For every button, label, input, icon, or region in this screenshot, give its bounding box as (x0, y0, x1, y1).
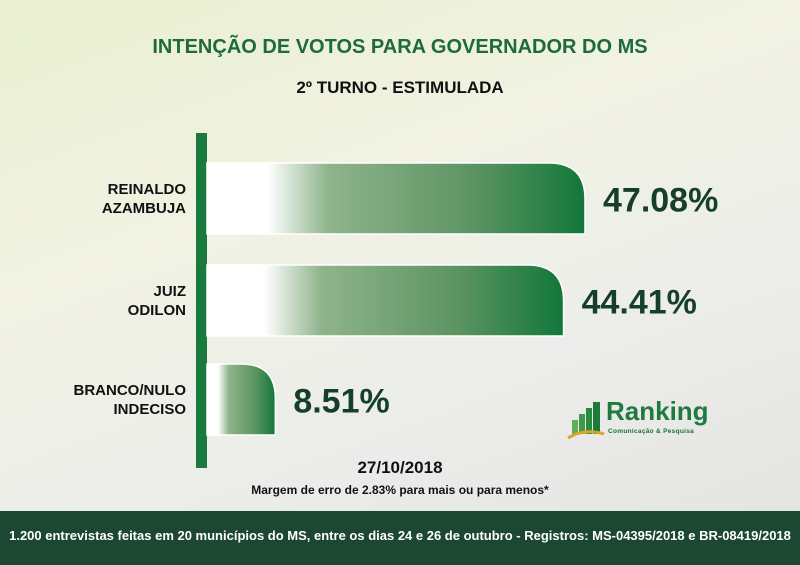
chart-subtitle: 2º TURNO - ESTIMULADA (296, 78, 504, 97)
footer-info: 1.200 entrevistas feitas em 20 município… (0, 511, 800, 565)
margin-of-error: Margem de erro de 2.83% para mais ou par… (251, 483, 549, 497)
bar (206, 363, 277, 436)
value-label: 47.08% (603, 182, 718, 220)
category-label: JUIZ (153, 283, 186, 300)
category-label: BRANCO/NULO (74, 382, 187, 399)
category-label: REINALDO (108, 181, 187, 198)
poll-date: 27/10/2018 (357, 458, 443, 477)
axis-bar (196, 133, 207, 468)
category-label: AZAMBUJA (102, 200, 186, 217)
value-label: 44.41% (582, 284, 697, 322)
category-label: INDECISO (113, 401, 186, 418)
category-label: ODILON (128, 302, 186, 319)
bar (206, 162, 586, 235)
logo-name: Ranking (606, 396, 709, 426)
value-label: 8.51% (293, 383, 389, 421)
chart-title: INTENÇÃO DE VOTOS PARA GOVERNADOR DO MS (152, 36, 648, 58)
ranking-logo: Ranking Comunicação & Pesquisa (566, 396, 716, 444)
bar (206, 264, 565, 337)
logo-bars-icon (567, 402, 605, 440)
logo-tagline: Comunicação & Pesquisa (608, 428, 695, 435)
